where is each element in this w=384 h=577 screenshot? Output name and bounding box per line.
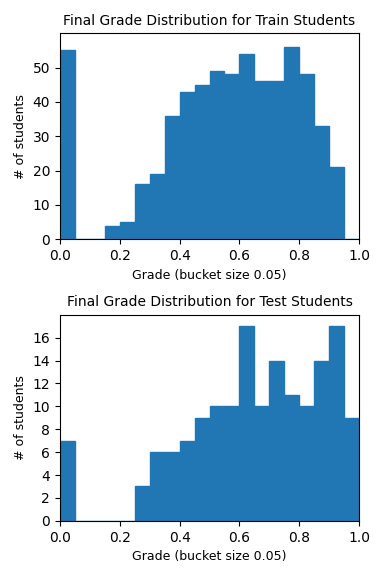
Bar [135,486,150,521]
Bar [150,174,165,239]
Bar [105,226,120,239]
Bar [135,184,150,239]
Bar [284,47,299,239]
Bar [165,452,180,521]
Bar [240,54,254,239]
Bar [284,395,299,521]
Bar [60,441,75,521]
Bar [269,81,284,239]
Bar [329,167,344,239]
Bar [120,222,135,239]
Bar [180,441,195,521]
Bar [344,418,359,521]
X-axis label: Grade (bucket size 0.05): Grade (bucket size 0.05) [132,268,287,282]
Bar [195,418,210,521]
Bar [254,81,269,239]
Bar [195,85,210,239]
Bar [225,74,240,239]
Bar [210,71,225,239]
Bar [210,406,225,521]
Bar [165,115,180,239]
Bar [240,326,254,521]
Title: Final Grade Distribution for Train Students: Final Grade Distribution for Train Stude… [63,14,356,28]
Bar [314,361,329,521]
Y-axis label: # of students: # of students [14,94,27,179]
Bar [329,326,344,521]
Y-axis label: # of students: # of students [14,376,27,460]
Bar [299,74,314,239]
Bar [225,406,240,521]
Bar [269,361,284,521]
Bar [150,452,165,521]
Bar [254,406,269,521]
Bar [180,92,195,239]
Bar [299,406,314,521]
Bar [60,50,75,239]
Title: Final Grade Distribution for Test Students: Final Grade Distribution for Test Studen… [66,295,353,309]
Bar [314,126,329,239]
X-axis label: Grade (bucket size 0.05): Grade (bucket size 0.05) [132,550,287,563]
